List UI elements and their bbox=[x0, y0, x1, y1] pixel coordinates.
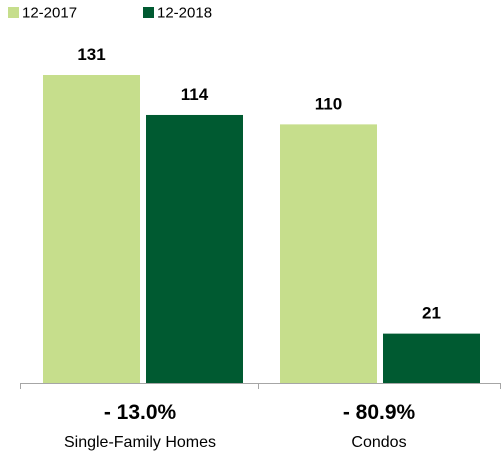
value-label-single-family-homes-12-2018: 114 bbox=[181, 85, 209, 104]
legend-label-12-2018: 12-2018 bbox=[157, 5, 212, 22]
value-label-condos-12-2018: 21 bbox=[422, 304, 441, 323]
category-label-single-family-homes: Single-Family Homes bbox=[64, 434, 216, 451]
legend-swatch-12-2017 bbox=[8, 7, 19, 18]
legend: 12-2017 12-2018 bbox=[8, 5, 212, 22]
bar-condos-12-2017 bbox=[280, 124, 377, 383]
legend-swatch-12-2018 bbox=[143, 7, 154, 18]
value-label-condos-12-2017: 110 bbox=[315, 94, 342, 113]
change-label-single-family-homes: - 13.0% bbox=[104, 401, 177, 424]
x-axis: - 13.0% Single-Family Homes - 80.9% Condos bbox=[20, 383, 501, 451]
category-label-condos: Condos bbox=[351, 434, 406, 451]
data-labels: 131 114 110 21 bbox=[77, 45, 441, 323]
bar-condos-12-2018 bbox=[383, 333, 480, 383]
bar-single-family-homes-12-2018 bbox=[146, 114, 243, 383]
legend-label-12-2017: 12-2017 bbox=[22, 5, 77, 22]
value-label-single-family-homes-12-2017: 131 bbox=[77, 45, 105, 64]
bar-single-family-homes-12-2017 bbox=[43, 75, 140, 383]
bars bbox=[43, 75, 480, 383]
change-label-condos: - 80.9% bbox=[343, 401, 416, 424]
